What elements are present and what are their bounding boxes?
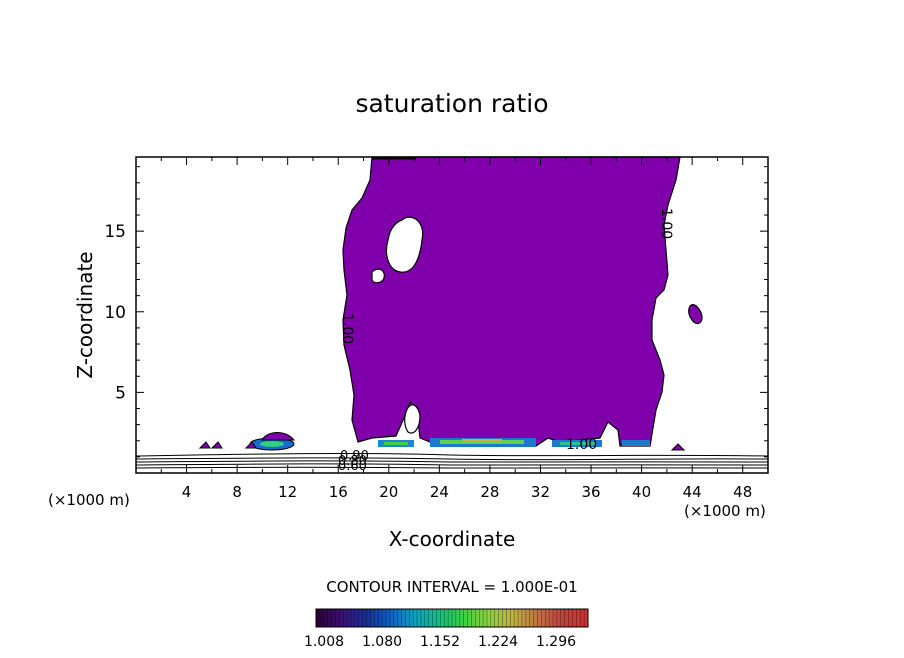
bump-1	[198, 441, 211, 449]
y-tick-label: 15	[104, 222, 126, 242]
cell-left-top	[261, 432, 296, 441]
contour-label-080: 0.80	[338, 454, 367, 469]
cell-band-3-core	[560, 442, 596, 445]
contour-label-cell: 1.00	[566, 437, 597, 453]
contour-label-090: 0.90	[340, 449, 369, 464]
x-tick-label: 32	[531, 483, 550, 501]
cloud-region	[342, 156, 681, 447]
plot-frame	[135, 156, 769, 474]
x-tick-label: 16	[329, 483, 348, 501]
cell-band-1-core	[384, 442, 408, 445]
colorbar	[315, 608, 589, 628]
colorbar-tick-label: 1.152	[420, 634, 460, 650]
x-tick-label: 8	[232, 483, 242, 501]
bump-4	[670, 443, 686, 451]
x-tick-label: 24	[430, 483, 449, 501]
chart-title: saturation ratio	[355, 89, 548, 118]
x-tick-label: 20	[379, 483, 398, 501]
x-tick-label: 44	[683, 483, 702, 501]
colorbar-tick-label: 1.224	[478, 634, 518, 650]
contour-label-right: 1.00	[658, 208, 674, 239]
cloud-patch-right	[688, 304, 703, 325]
y-tick-label: 5	[115, 383, 126, 403]
y-axis-label: Z-coordinate	[73, 251, 97, 378]
colorbar-tick-label: 1.008	[304, 634, 344, 650]
y-tick-label: 10	[104, 303, 126, 323]
colorbar-tick-label: 1.080	[362, 634, 402, 650]
colorbar-ticks: 1.008 1.080 1.152 1.224 1.296	[304, 634, 576, 650]
cell-band-2-hot	[462, 439, 502, 442]
convective-cells	[198, 432, 686, 451]
x-axis-label: X-coordinate	[389, 527, 516, 551]
x-tick-label: 4	[182, 483, 192, 501]
bump-2	[210, 441, 223, 449]
x-axis-ticks: 4 8 12 16 20 24 28 32 36 40 44 48	[160, 157, 752, 501]
colorbar-tick-label: 1.296	[536, 634, 576, 650]
contour-interval: CONTOUR INTERVAL = 1.000E-01	[326, 578, 577, 596]
cell-band-4	[622, 440, 650, 446]
x-tick-label: 12	[278, 483, 297, 501]
x-tick-label: 28	[480, 483, 499, 501]
x-tick-label: 40	[632, 483, 651, 501]
x-unit-left: (×1000 m)	[48, 491, 130, 509]
cloud-hole-upper	[385, 216, 424, 273]
plot-area: 1.00 1.00 1.00 0.90 0.80 0.60	[135, 156, 769, 474]
cell-left-core	[260, 441, 284, 447]
contour-label-left: 1.00	[339, 313, 355, 344]
bump-3	[244, 441, 257, 449]
x-tick-label: 48	[733, 483, 752, 501]
contour-label-060: 0.60	[338, 459, 367, 474]
cloud-hole-small	[371, 268, 385, 284]
x-unit-right: (×1000 m)	[684, 502, 766, 520]
y-axis-ticks: 5 10 15	[104, 166, 768, 458]
contour-lines-low	[135, 452, 769, 469]
x-tick-label: 36	[581, 483, 600, 501]
cloud-hole-lower	[404, 404, 421, 434]
